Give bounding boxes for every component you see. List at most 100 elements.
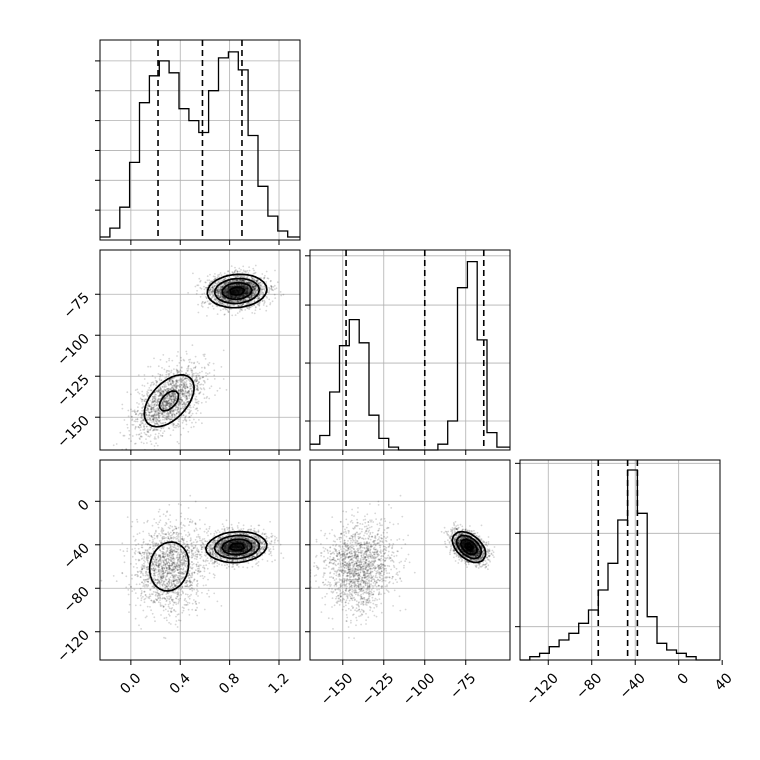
sample-point	[159, 421, 162, 424]
density-cell	[244, 290, 249, 295]
sample-point	[148, 414, 151, 417]
sample-point	[238, 276, 241, 279]
sample-point	[203, 285, 205, 288]
sample-point	[152, 408, 155, 411]
density-cell	[216, 286, 221, 291]
sample-point	[160, 394, 163, 397]
sample-point	[147, 391, 150, 394]
density-cell	[164, 406, 169, 411]
sample-point	[174, 388, 177, 391]
sample-point	[251, 283, 254, 286]
sample-point	[222, 284, 225, 287]
sample-point	[165, 400, 168, 403]
sample-point	[176, 385, 178, 387]
sample-point	[245, 293, 248, 296]
sample-point	[194, 384, 197, 386]
sample-point	[239, 291, 242, 293]
sample-point	[246, 293, 249, 295]
sample-point	[173, 368, 175, 370]
sample-point	[140, 628, 143, 630]
sample-point	[156, 409, 159, 412]
sample-point	[171, 410, 174, 413]
sample-point	[242, 279, 244, 282]
sample-point	[165, 407, 168, 409]
sample-point	[195, 407, 198, 410]
sample-point	[141, 406, 144, 409]
sample-point	[157, 401, 159, 403]
sample-point	[180, 512, 183, 515]
sample-point	[143, 559, 145, 562]
sample-point	[168, 613, 170, 616]
sample-point	[202, 564, 205, 567]
sample-point	[127, 409, 130, 412]
sample-point	[203, 353, 206, 356]
sample-point	[176, 384, 179, 387]
sample-point	[218, 273, 221, 276]
sample-point	[182, 382, 185, 384]
sample-point	[173, 414, 176, 416]
density-cell	[220, 552, 225, 557]
sample-point	[152, 383, 155, 386]
sample-point	[162, 427, 165, 429]
sample-point	[136, 388, 139, 391]
sample-point	[147, 365, 150, 368]
sample-point	[178, 425, 181, 427]
sample-point	[206, 300, 209, 303]
sample-point	[243, 298, 246, 301]
sample-point	[193, 588, 196, 591]
sample-point	[161, 402, 164, 405]
sample-point	[198, 381, 200, 384]
sample-point	[163, 411, 166, 414]
sample-point	[165, 616, 168, 619]
sample-point	[187, 531, 190, 534]
sample-point	[197, 388, 199, 390]
sample-point	[224, 288, 226, 291]
sample-point	[168, 398, 171, 401]
sample-point	[157, 409, 160, 411]
density-cell	[228, 536, 233, 541]
sample-point	[186, 386, 189, 388]
sample-point	[222, 303, 225, 306]
sample-point	[184, 394, 187, 396]
sample-point	[159, 388, 162, 391]
sample-point	[239, 291, 242, 293]
sample-point	[196, 378, 199, 381]
sample-point	[186, 392, 189, 395]
sample-point	[195, 569, 197, 572]
sample-point	[167, 526, 170, 529]
sample-point	[241, 309, 243, 312]
sample-point	[227, 290, 230, 293]
sample-point	[134, 442, 136, 445]
sample-point	[237, 290, 240, 292]
sample-point	[151, 421, 153, 423]
sample-point	[168, 387, 170, 390]
sample-point	[146, 519, 149, 522]
sample-point	[174, 414, 177, 417]
sample-point	[227, 310, 230, 313]
sample-point	[190, 390, 193, 392]
sample-point	[161, 528, 164, 530]
sample-point	[154, 416, 157, 419]
sample-point	[183, 377, 186, 380]
sample-point	[183, 418, 186, 421]
sample-point	[163, 537, 165, 540]
sample-point	[245, 288, 248, 291]
sample-point	[178, 418, 181, 421]
sample-point	[187, 416, 190, 419]
sample-point	[242, 280, 245, 282]
density-cell	[224, 286, 229, 291]
sample-point	[268, 290, 271, 292]
density-cell	[164, 402, 169, 407]
sample-point	[275, 287, 278, 290]
sample-point	[206, 559, 209, 562]
sample-point	[159, 373, 161, 376]
sample-point	[142, 541, 145, 544]
density-cell	[248, 544, 253, 549]
sample-point	[178, 379, 181, 382]
sample-point	[255, 280, 258, 283]
sample-point	[152, 381, 154, 384]
sample-point	[237, 296, 240, 299]
sample-point	[181, 421, 184, 424]
sample-point	[258, 296, 261, 299]
sample-point	[221, 279, 224, 282]
